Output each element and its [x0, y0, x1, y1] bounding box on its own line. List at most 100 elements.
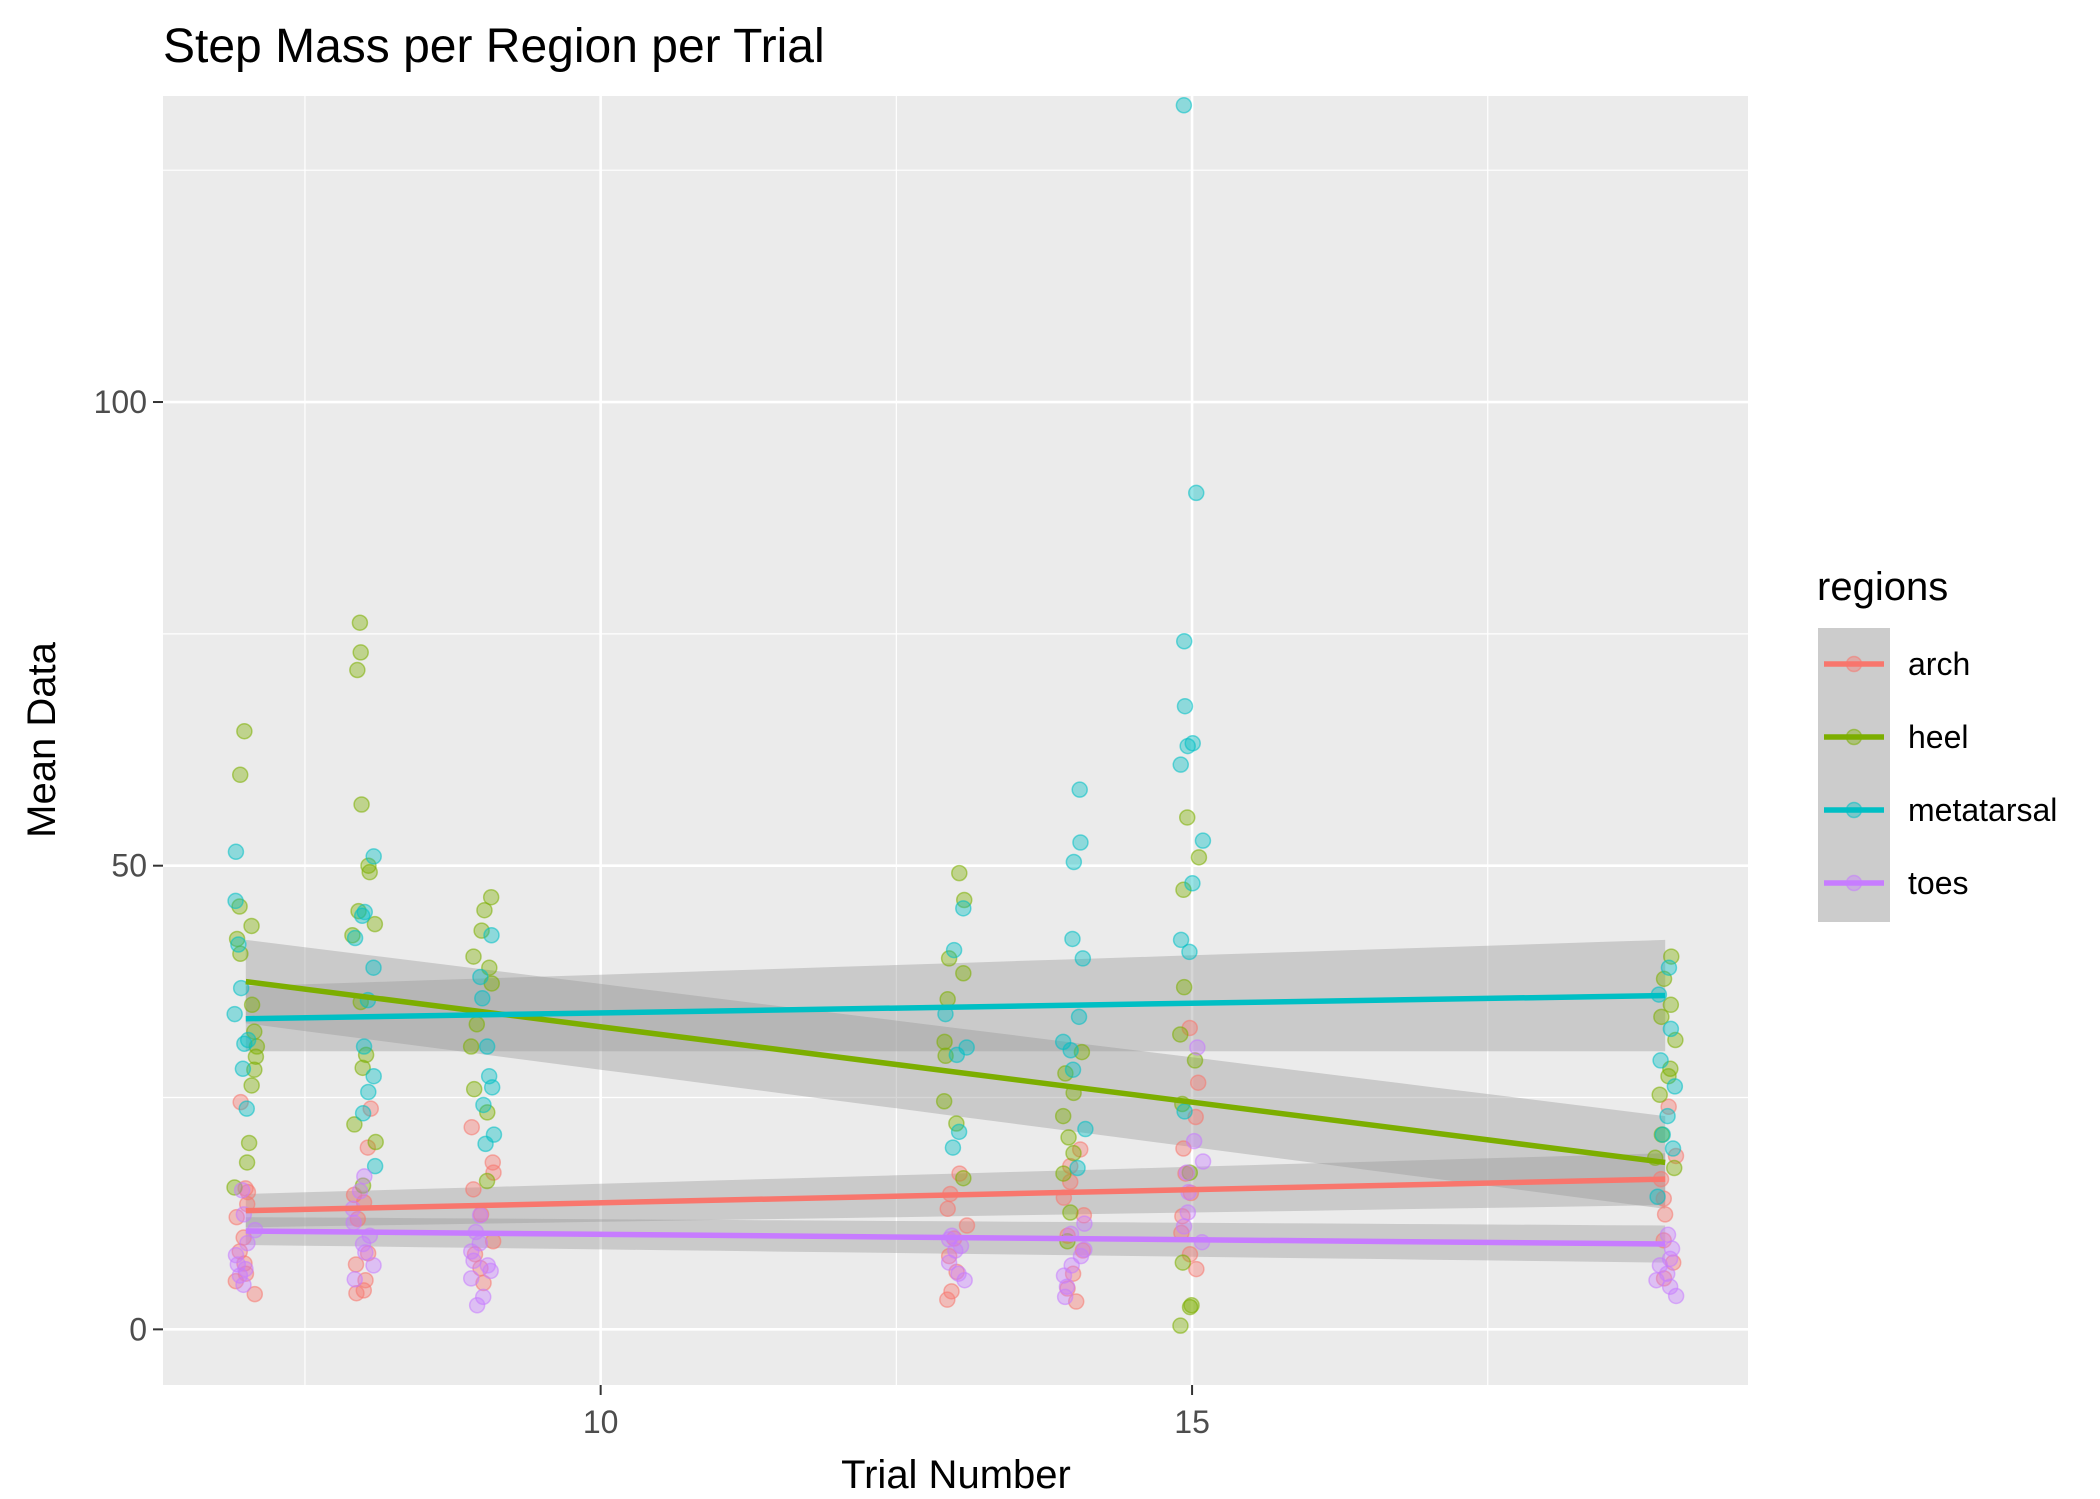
data-point-toes: [950, 1265, 967, 1282]
data-point-metatarsal: [948, 1046, 966, 1064]
data-point-heel: [462, 1038, 480, 1055]
data-point-metatarsal: [1181, 943, 1198, 961]
data-point-heel: [1186, 1052, 1204, 1069]
data-point-heel: [346, 1116, 363, 1133]
data-point-heel: [238, 1154, 256, 1171]
data-point-heel: [1178, 809, 1196, 826]
data-point-heel: [240, 1134, 258, 1152]
data-point-metatarsal: [1065, 853, 1083, 871]
data-point-metatarsal: [360, 1083, 377, 1101]
data-point-metatarsal: [1659, 1107, 1676, 1125]
data-point-heel: [1190, 849, 1208, 866]
data-point-arch: [943, 1283, 960, 1300]
data-point-metatarsal: [1664, 1140, 1682, 1157]
grid: [163, 96, 1748, 1385]
data-point-arch: [1655, 1190, 1672, 1207]
data-point-heel: [1062, 1204, 1079, 1221]
fit-line-arch: [245, 1176, 1666, 1214]
data-point-heel: [1054, 1107, 1072, 1125]
legend-key-background: [1818, 628, 1890, 922]
data-point-toes: [1659, 1226, 1677, 1244]
data-point-arch: [463, 1118, 480, 1136]
data-point-metatarsal: [1069, 1159, 1086, 1177]
legend-point-toes: [1845, 874, 1863, 892]
data-point-heel: [473, 922, 490, 939]
plot-panel: [163, 96, 1748, 1385]
data-point-arch: [1189, 1074, 1207, 1091]
data-point-toes: [1185, 1132, 1203, 1150]
data-point-heel: [1181, 1298, 1199, 1316]
data-point-heel: [936, 1033, 953, 1051]
data-point-toes: [345, 1214, 362, 1231]
data-point-heel: [1651, 1086, 1668, 1103]
data-point-arch: [465, 1181, 482, 1198]
data-point-toes: [956, 1271, 973, 1289]
data-point-heel: [231, 766, 249, 784]
data-point-toes: [356, 1168, 373, 1185]
data-point-heel: [935, 1092, 953, 1110]
data-point-heel: [243, 1077, 260, 1094]
data-point-arch: [232, 1093, 249, 1111]
data-point-metatarsal: [483, 1079, 501, 1096]
data-point-toes: [1648, 1271, 1665, 1289]
y-tick-label: 100: [94, 384, 147, 420]
confidence-band-arch: [245, 1153, 1666, 1228]
data-point-toes: [235, 1276, 252, 1294]
data-point-metatarsal: [365, 959, 382, 976]
data-point-metatarsal: [354, 1105, 372, 1122]
x-axis-title: Trial Number: [841, 1453, 1071, 1497]
x-tick-label: 10: [583, 1404, 619, 1440]
data-point-toes: [1194, 1153, 1212, 1170]
data-point-metatarsal: [230, 936, 247, 953]
data-point-toes: [471, 1207, 489, 1224]
legend-label-heel: heel: [1908, 719, 1969, 755]
data-point-metatarsal: [1184, 875, 1201, 892]
data-point-toes: [462, 1270, 480, 1287]
data-point-toes: [231, 1267, 249, 1284]
data-point-arch: [246, 1285, 264, 1303]
data-point-heel: [479, 1104, 496, 1121]
data-point-toes: [1661, 1278, 1679, 1295]
legend-label-arch: arch: [1908, 646, 1970, 682]
data-point-metatarsal: [1649, 1188, 1666, 1206]
data-point-metatarsal: [1666, 1078, 1684, 1095]
data-point-metatarsal: [1175, 633, 1193, 650]
data-point-metatarsal: [226, 1005, 243, 1023]
data-point-metatarsal: [478, 1038, 496, 1055]
y-tick-label: 0: [129, 1311, 147, 1347]
data-point-heel: [353, 796, 370, 813]
data-point-heel: [349, 661, 366, 679]
data-point-heel: [1172, 1026, 1189, 1043]
data-point-metatarsal: [366, 1157, 384, 1175]
data-point-arch: [1075, 1207, 1093, 1224]
data-point-heel: [1175, 881, 1192, 899]
data-point-heel: [468, 1016, 486, 1033]
data-point-toes: [1667, 1287, 1685, 1305]
data-point-heel: [1175, 978, 1193, 996]
data-point-heel: [1662, 996, 1680, 1014]
data-point-toes: [239, 1234, 256, 1252]
data-point-heel: [465, 948, 482, 965]
data-point-metatarsal: [227, 892, 244, 910]
data-point-toes: [474, 1288, 492, 1306]
data-point-heel: [1174, 1254, 1192, 1271]
data-point-metatarsal: [1660, 959, 1678, 976]
data-point-metatarsal: [353, 907, 371, 925]
data-point-metatarsal: [474, 990, 491, 1007]
fit-line-metatarsal: [245, 992, 1666, 1022]
data-point-heel: [951, 864, 968, 882]
data-point-metatarsal: [472, 968, 489, 986]
data-point-heel: [243, 917, 260, 935]
confidence-band-metatarsal: [245, 939, 1666, 1052]
data-point-heel: [955, 965, 972, 982]
data-point-metatarsal: [1172, 931, 1190, 949]
data-point-toes: [1175, 1218, 1193, 1235]
data-point-metatarsal: [1064, 930, 1081, 948]
data-point-metatarsal: [227, 843, 245, 861]
fit-line-toes: [245, 1228, 1666, 1247]
data-point-heel: [351, 614, 369, 631]
data-point-metatarsal: [1172, 756, 1189, 773]
data-point-toes: [1663, 1240, 1681, 1257]
data-point-arch: [475, 1274, 492, 1292]
